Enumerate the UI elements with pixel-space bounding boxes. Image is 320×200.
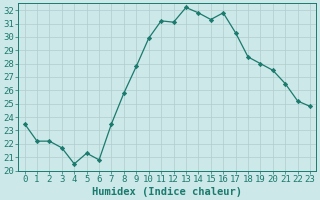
X-axis label: Humidex (Indice chaleur): Humidex (Indice chaleur) [92,186,242,197]
